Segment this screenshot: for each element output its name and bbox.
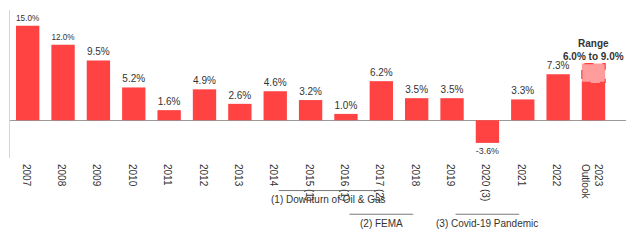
svg-text:9.5%: 9.5% <box>87 46 110 57</box>
svg-text:(1) Downturn of Oil & Gas: (1) Downturn of Oil & Gas <box>271 194 385 205</box>
svg-text:2022: 2022 <box>551 164 562 187</box>
svg-text:(3) Covid-19 Pandemic: (3) Covid-19 Pandemic <box>436 218 538 229</box>
svg-text:4.9%: 4.9% <box>193 75 216 86</box>
svg-text:3.2%: 3.2% <box>299 86 322 97</box>
svg-text:2.6%: 2.6% <box>228 90 251 101</box>
svg-text:2015 (1): 2015 (1) <box>304 164 315 201</box>
svg-text:2008: 2008 <box>56 164 67 187</box>
svg-text:7.3%: 7.3% <box>547 60 570 71</box>
svg-text:2013: 2013 <box>233 164 244 187</box>
svg-text:2023Outlook: 2023Outlook <box>580 164 604 199</box>
svg-text:2014: 2014 <box>268 164 279 187</box>
svg-text:2012: 2012 <box>198 164 209 187</box>
svg-text:15.0%: 15.0% <box>16 14 39 23</box>
svg-text:2019: 2019 <box>445 164 456 187</box>
svg-text:1.6%: 1.6% <box>158 96 181 107</box>
svg-text:2007: 2007 <box>21 164 32 187</box>
svg-text:2009: 2009 <box>91 164 102 187</box>
svg-text:12.0%: 12.0% <box>51 33 74 42</box>
svg-text:2020 (3): 2020 (3) <box>480 164 491 201</box>
svg-text:5.2%: 5.2% <box>122 73 145 84</box>
svg-text:4.6%: 4.6% <box>264 77 287 88</box>
svg-text:2021: 2021 <box>516 164 527 187</box>
svg-text:3.3%: 3.3% <box>511 85 534 96</box>
svg-text:2011: 2011 <box>162 164 173 186</box>
svg-text:2018: 2018 <box>410 164 421 187</box>
svg-text:3.5%: 3.5% <box>405 84 428 95</box>
svg-text:1.0%: 1.0% <box>334 100 357 111</box>
svg-text:Range6.0% to 9.0%: Range6.0% to 9.0% <box>563 38 624 62</box>
svg-text:2017 (2): 2017 (2) <box>374 164 385 201</box>
svg-text:2016 (1): 2016 (1) <box>339 164 350 201</box>
svg-text:(2) FEMA: (2) FEMA <box>360 218 403 229</box>
svg-text:6.2%: 6.2% <box>370 67 393 78</box>
svg-text:2010: 2010 <box>127 164 138 187</box>
svg-text:-3.6%: -3.6% <box>476 146 499 156</box>
svg-text:3.5%: 3.5% <box>441 84 464 95</box>
